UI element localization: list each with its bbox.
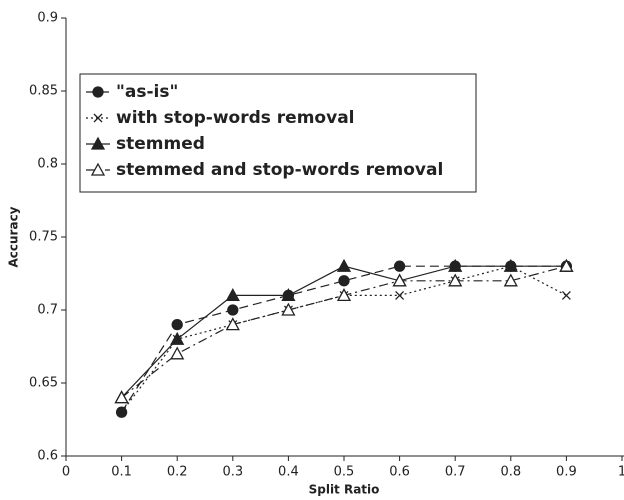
y-tick-label: 0.85 xyxy=(29,84,58,99)
x-axis-label: Split Ratio xyxy=(309,483,380,497)
y-tick-label: 0.8 xyxy=(37,157,58,172)
y-tick-label: 0.65 xyxy=(29,376,58,391)
page: Split Ratio Accuracy 0.6 0.65 0.7 0.75 0.8 0.… xyxy=(0,0,624,500)
x-tick-label: 0.4 xyxy=(278,465,299,480)
marker xyxy=(339,276,349,286)
marker xyxy=(396,291,404,299)
marker xyxy=(395,261,405,271)
legend-label: with stop-words removal xyxy=(116,108,355,128)
x-tick-label: 0.8 xyxy=(500,465,521,480)
x-tick-label: 0.3 xyxy=(222,465,243,480)
x-tick-label: 1 xyxy=(618,465,624,480)
legend-label: stemmed xyxy=(116,134,205,154)
y-tick-label: 0.75 xyxy=(29,230,58,245)
x-tick-label: 0.7 xyxy=(445,465,466,480)
marker xyxy=(562,291,570,299)
y-tick-label: 0.6 xyxy=(37,449,58,464)
x-tick-label: 0.2 xyxy=(167,465,188,480)
x-tick-label: 0 xyxy=(62,465,70,480)
y-tick-label: 0.9 xyxy=(37,11,58,26)
marker xyxy=(228,305,238,315)
marker xyxy=(172,320,182,330)
legend-label: stemmed and stop-words removal xyxy=(116,160,443,180)
marker xyxy=(171,348,183,359)
y-axis-label: Accuracy xyxy=(7,206,21,267)
x-tick-label: 0.5 xyxy=(334,465,355,480)
x-tick-label: 0.1 xyxy=(111,465,132,480)
marker xyxy=(338,260,350,271)
legend-label: "as-is" xyxy=(116,82,178,102)
x-tick-label: 0.6 xyxy=(389,465,410,480)
marker xyxy=(93,87,103,97)
chart: Split Ratio Accuracy 0.6 0.65 0.7 0.75 0.8 0.… xyxy=(0,0,624,500)
y-tick-label: 0.7 xyxy=(37,303,58,318)
x-tick-label: 0.9 xyxy=(556,465,577,480)
